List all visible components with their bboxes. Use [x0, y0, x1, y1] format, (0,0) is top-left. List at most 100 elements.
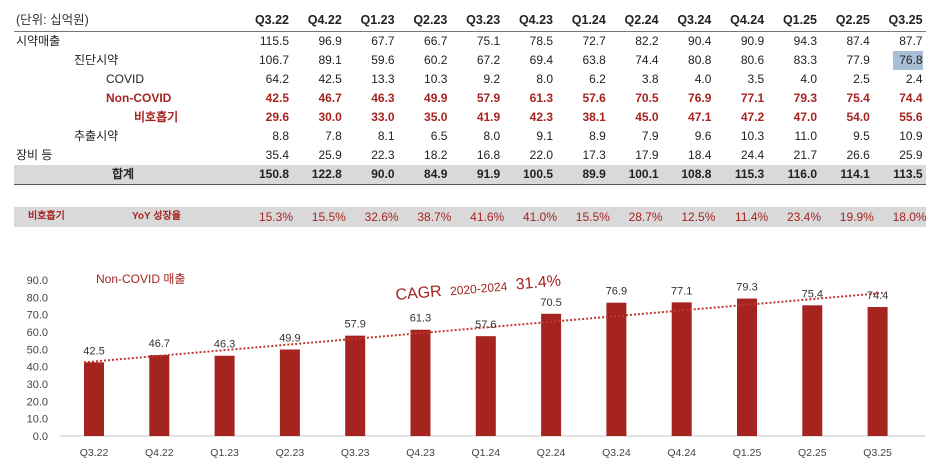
table-cell: 57.6 — [582, 91, 606, 105]
bar — [737, 298, 757, 436]
table-cell: 18.4 — [688, 148, 712, 162]
table-cell: 26.6 — [846, 148, 870, 162]
table-header-row: (단위: 십억원) Q3.22 Q4.22 Q1.23 Q2.23 Q3.23 Q4.23… — [14, 10, 926, 32]
cagr-value: 31.4% — [515, 273, 562, 294]
table-cell: 9.2 — [483, 72, 501, 86]
non-covid-bar-chart: Non-COVID 매출 CAGR 2020-2024 31.4% 0.0 10.… — [27, 272, 925, 459]
column-header: Q3.23 — [466, 13, 501, 27]
cagr-annotation: CAGR 2020-2024 31.4% — [395, 273, 562, 304]
table-cell: 60.2 — [424, 53, 448, 67]
bar — [279, 349, 300, 436]
yoy-cell: 15.3% — [258, 210, 293, 224]
table-cell: 106.7 — [258, 53, 289, 67]
yoy-cell: 15.5% — [575, 210, 610, 224]
table-cell: 29.6 — [265, 110, 289, 124]
yoy-cell: 32.6% — [364, 210, 399, 224]
total-cell: 90.0 — [371, 167, 395, 181]
table-cell: 22.0 — [529, 148, 553, 162]
column-header: Q4.24 — [730, 13, 765, 27]
total-cell: 115.3 — [734, 167, 765, 181]
y-tick-label: 30.0 — [27, 379, 48, 391]
row-label: 추출시약 — [74, 129, 119, 143]
column-header: Q1.24 — [571, 13, 606, 27]
table-cell: 38.1 — [582, 110, 606, 124]
table-cell: 9.5 — [853, 129, 870, 143]
chart-title: Non-COVID 매출 — [96, 272, 185, 286]
y-tick-label: 60.0 — [27, 327, 48, 339]
total-cell: 108.8 — [681, 167, 712, 181]
table-cell: 10.3 — [740, 129, 765, 143]
column-header: Q3.25 — [888, 13, 923, 27]
table-cell: 45.0 — [635, 110, 659, 124]
y-tick-label: 80.0 — [27, 292, 48, 304]
table-cell: 70.5 — [635, 91, 659, 105]
table-cell: 87.7 — [899, 34, 923, 48]
table-cell-selected[interactable]: 76.8 — [892, 51, 923, 70]
table-cell: 63.8 — [582, 53, 606, 67]
table-cell: 77.9 — [846, 53, 870, 67]
table-cell: 46.7 — [318, 91, 342, 105]
table-cell: 7.9 — [641, 129, 659, 143]
table-cell: 82.2 — [635, 34, 659, 48]
unit-label: (단위: 십억원) — [16, 13, 89, 27]
table-cell: 69.4 — [529, 53, 553, 67]
row-label: 진단시약 — [74, 53, 119, 67]
bar — [345, 335, 366, 436]
table-cell: 8.1 — [377, 129, 395, 143]
yoy-segment-label: 비호흡기 — [28, 211, 65, 222]
table-cell: 3.8 — [641, 72, 659, 86]
data-label: 57.6 — [475, 319, 496, 331]
total-cell: 84.9 — [424, 167, 448, 181]
table-cell: 10.9 — [899, 129, 923, 143]
table-cell: 30.0 — [318, 110, 342, 124]
x-tick-label: Q3.24 — [602, 447, 631, 459]
table-cell: 4.0 — [800, 72, 817, 86]
yoy-cell: 18.0% — [892, 210, 927, 224]
table-cell: 2.5 — [853, 72, 870, 86]
table-cell: 72.7 — [582, 34, 606, 48]
table-cell: 49.9 — [424, 91, 448, 105]
x-tick-label: Q3.23 — [341, 447, 370, 459]
y-tick-label: 50.0 — [27, 344, 48, 356]
table-cell: 54.0 — [846, 110, 870, 124]
table-cell: 18.2 — [424, 148, 448, 162]
yoy-cell: 41.0% — [522, 210, 557, 224]
x-tick-label: Q1.23 — [210, 447, 239, 459]
bar — [475, 336, 496, 436]
row-label: 시약매출 — [16, 34, 61, 48]
table-cell: 66.7 — [424, 34, 448, 48]
yoy-cell: 23.4% — [786, 210, 821, 224]
table-cell: 4.0 — [694, 72, 712, 86]
yoy-cell: 11.4% — [735, 210, 769, 224]
table-cell: 22.3 — [371, 148, 395, 162]
table-cell: 17.3 — [582, 148, 606, 162]
total-cell: 100.5 — [522, 167, 553, 181]
table-cell: 35.0 — [424, 110, 448, 124]
column-header: Q2.23 — [413, 13, 448, 27]
bar — [606, 302, 627, 436]
table-cell: 89.1 — [318, 53, 342, 67]
table-cell: 42.5 — [265, 91, 289, 105]
yoy-cell: 15.5% — [311, 210, 346, 224]
table-cell: 90.4 — [688, 34, 712, 48]
table-cell: 80.8 — [688, 53, 712, 67]
table-cell: 25.9 — [318, 148, 342, 162]
y-tick-label: 10.0 — [27, 414, 48, 426]
data-label: 74.4 — [867, 290, 888, 302]
yoy-cell: 28.7% — [628, 210, 663, 224]
table-cell: 75.1 — [476, 34, 501, 48]
data-label: 42.5 — [83, 345, 104, 357]
yoy-cell: 41.6% — [470, 210, 505, 224]
data-label: 57.9 — [344, 319, 365, 331]
table-cell: 94.3 — [793, 34, 817, 48]
x-tick-label: Q4.22 — [145, 447, 174, 459]
table-cell: 59.6 — [371, 53, 395, 67]
table-cell: 47.2 — [740, 110, 765, 124]
bar — [541, 313, 562, 436]
x-tick-label: Q2.24 — [537, 447, 566, 459]
column-header: Q4.23 — [518, 13, 553, 27]
total-label: 합계 — [112, 167, 135, 181]
table-cell: 8.8 — [272, 129, 289, 143]
total-cell: 91.9 — [476, 167, 501, 181]
table-cell: 8.9 — [589, 129, 606, 143]
